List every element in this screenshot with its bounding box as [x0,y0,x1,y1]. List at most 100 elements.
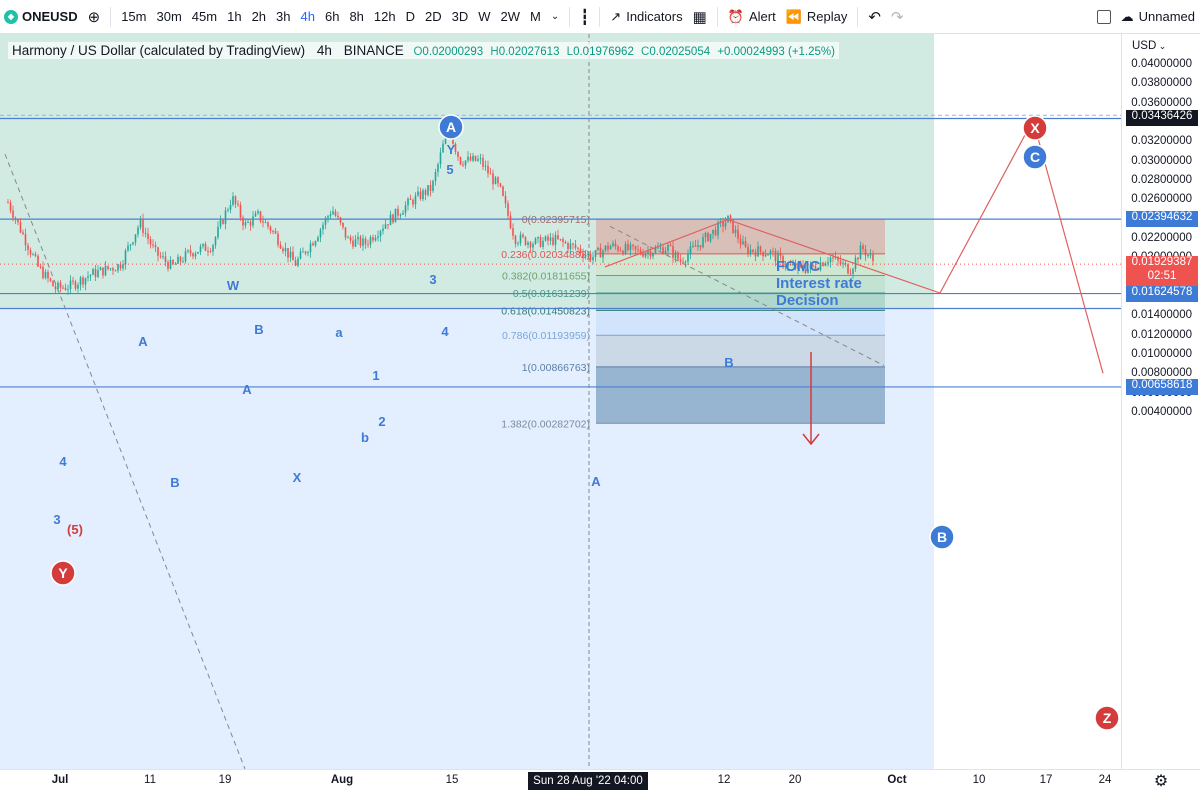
candle-body [252,216,254,226]
wave-circle-c[interactable] [1022,144,1048,170]
candle-body [244,222,247,226]
replay-button[interactable]: ⏪ Replay [781,0,853,34]
candle-body [762,251,764,257]
candle-body [349,237,352,241]
dashed-trendline[interactable] [4,153,246,769]
interval-12h[interactable]: 12h [373,9,396,24]
interval-6h[interactable]: 6h [324,9,340,24]
indicators-button[interactable]: ↗ Indicators [605,0,687,34]
interval-w[interactable]: W [478,9,491,24]
candle-body [329,214,332,217]
dashed-trendline[interactable] [609,225,885,366]
candle-body [127,245,129,251]
wave-circle-a[interactable] [438,114,464,140]
candle-body [824,263,827,266]
price-chart-canvas[interactable]: 0(0.02395715) 0.236(0.02034882) 0.382(0.01… [0,34,1122,769]
candle-body [532,243,534,248]
candle-body [752,249,754,253]
interval-4h[interactable]: 4h [300,9,315,24]
candle-body [632,244,634,247]
candle-body [14,217,17,220]
wave-circle-y[interactable] [50,560,76,586]
candle-body [509,215,512,229]
candle-body [124,250,127,265]
interval-30m[interactable]: 30m [156,9,182,24]
wave-projection-path[interactable] [604,118,1104,374]
chart-settings-button[interactable]: ⚙ [1122,769,1200,792]
interval-d[interactable]: D [405,9,415,24]
interval-3h[interactable]: 3h [276,9,291,24]
candle-body [279,244,282,249]
candle-body [544,236,547,241]
wave-circle-x[interactable] [1022,115,1048,141]
redo-icon[interactable]: ↷ [890,8,904,26]
candle-body [839,260,842,265]
interval-2d[interactable]: 2D [425,9,442,24]
candle-body [364,238,367,245]
candle-body [687,254,689,262]
symbol-search-button[interactable]: ◈ ONEUSD [0,0,83,34]
candle-body [29,249,32,255]
wave-circle-label: A [446,119,456,135]
candle-body [512,228,514,236]
candle-body [734,229,737,234]
interval-3d[interactable]: 3D [451,9,469,24]
candle-body [247,221,249,223]
currency-selector[interactable]: USD ⌄ [1132,40,1166,52]
candle-body [742,241,744,245]
undo-icon[interactable]: ↶ [868,8,881,26]
chart-pane[interactable]: 0(0.02395715) 0.236(0.02034882) 0.382(0.01… [0,34,1122,769]
candle-body [264,222,267,224]
candle-body [319,229,322,238]
candle-body [797,263,799,269]
alert-button[interactable]: ⏰ Alert [723,0,781,34]
price-scale[interactable]: USD ⌄ 0.04000000 0.03800000 0.03600000 0.03… [1122,34,1200,769]
candle-body [332,211,334,215]
candle-body [637,249,639,251]
fib-level-label-0.382: 0.382(0.01811655) [502,271,590,283]
interval-m[interactable]: M [530,9,541,24]
fib-band [596,275,885,293]
candle-body [639,249,642,255]
candle-body [54,286,57,290]
candle-body [284,248,287,252]
interval-15m[interactable]: 15m [121,9,147,24]
time-tick-label: 19 [218,774,232,786]
time-scale[interactable]: 24 17 10 Oct 20 12 15 Aug 19 11 Jul Sun 28 Aug '22… [0,769,1122,792]
interval-1h[interactable]: 1h [227,9,242,24]
chevron-down-icon: ⌄ [1156,41,1167,51]
candles-chart-type-icon[interactable]: ┇ [580,8,590,26]
candle-body [669,244,672,247]
price-tick-label: 0.03600000 [1131,96,1192,109]
price-tick-label: 0.04000000 [1131,58,1192,70]
candle-body [764,254,767,257]
fib-level-label-1.382: 1.382(0.00282702) [501,418,590,430]
price-tick-label: 0.01400000 [1131,309,1192,322]
chevron-down-icon[interactable]: ⌄ [550,11,560,22]
interval-2w[interactable]: 2W [500,9,521,24]
rewind-icon: ⏪ [785,8,802,24]
candle-body [49,278,52,281]
candle-body [662,247,664,254]
candle-body [209,251,212,253]
interval-8h[interactable]: 8h [349,9,364,24]
candle-body [782,255,784,267]
compare-add-icon[interactable]: ⊕ [87,8,101,26]
candle-body [139,218,142,228]
candle-body [144,232,147,234]
fullscreen-checkbox[interactable] [1092,0,1116,34]
candle-body [202,243,204,247]
interval-2h[interactable]: 2h [251,9,267,24]
time-tick-label: Jul [51,774,69,786]
candle-body [134,234,137,243]
templates-grid-icon[interactable]: ▦ [692,8,707,26]
layout-menu-button[interactable]: ☁ Unnamed [1116,0,1200,34]
candle-body [529,242,532,248]
fomc-annotation-line: Decision [776,292,839,309]
wave-circle-z[interactable] [1094,705,1120,731]
candle-body [759,246,762,252]
candle-body [204,243,207,251]
interval-45m[interactable]: 45m [191,9,218,24]
candle-body [672,246,674,258]
wave-circle-b[interactable] [929,524,955,550]
